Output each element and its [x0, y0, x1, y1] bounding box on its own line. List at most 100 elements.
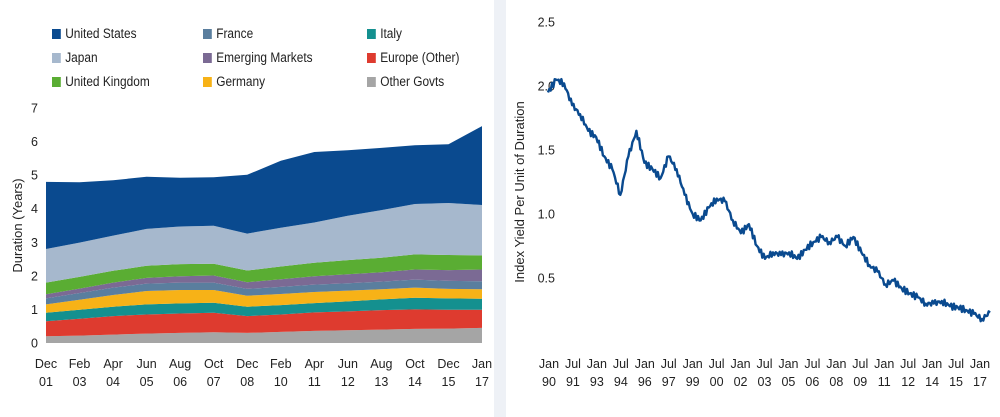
right-x-tick-month: Jan — [874, 357, 894, 371]
right-x-tick-month: Jan — [970, 357, 990, 371]
right-x-tick-year: 99 — [686, 375, 700, 389]
legend-item-japan: Japan — [52, 50, 98, 66]
right-x-tick-year: 03 — [758, 375, 772, 389]
legend-swatch — [52, 77, 61, 87]
left-x-tick-year: 03 — [73, 375, 87, 389]
left-x-tick-year: 08 — [240, 375, 254, 389]
right-x-tick-month: Jan — [683, 357, 703, 371]
left-x-tick-month: Dec — [35, 357, 57, 371]
legend-swatch — [203, 53, 212, 63]
left-x-tick-year: 05 — [140, 375, 154, 389]
left-x-tick-year: 11 — [308, 375, 321, 389]
area-series-germany — [46, 287, 482, 313]
right-x-tick-month: Jul — [565, 357, 581, 371]
right-x-tick-year: 96 — [638, 375, 652, 389]
left-x-tick-year: 01 — [39, 375, 53, 389]
left-y-tick-label: 5 — [31, 169, 38, 183]
legend-swatch — [52, 29, 61, 39]
right-x-tick-year: 93 — [590, 375, 604, 389]
left-x-tick-year: 04 — [106, 375, 120, 389]
legend-item-emerging-markets: Emerging Markets — [203, 50, 313, 66]
area-series-emerging-markets — [46, 269, 482, 299]
right-x-tick-month: Jul — [804, 357, 820, 371]
left-x-tick-month: Oct — [204, 357, 224, 371]
left-x-tick-year: 10 — [274, 375, 288, 389]
left-y-tick-label: 7 — [31, 102, 38, 116]
legend-label: Europe (Other) — [380, 50, 460, 65]
right-y-tick-label: 2.5 — [538, 16, 555, 30]
left-x-tick-year: 12 — [341, 375, 355, 389]
right-x-tick-month: Jan — [587, 357, 607, 371]
legend-label: Japan — [65, 50, 98, 65]
area-series-japan — [46, 203, 482, 283]
legend-item-france: France — [203, 26, 253, 42]
left-x-tick-month: Jun — [137, 357, 157, 371]
legend-label: France — [216, 26, 254, 41]
right-x-tick-month: Jan — [539, 357, 559, 371]
left-x-tick-month: Feb — [270, 357, 292, 371]
right-x-tick-year: 08 — [829, 375, 843, 389]
left-x-tick-month: Dec — [437, 357, 459, 371]
left-x-tick-month: Oct — [405, 357, 425, 371]
left-x-tick-month: Feb — [69, 357, 91, 371]
legend-item-other-govts: Other Govts — [367, 74, 444, 90]
right-x-tick-month: Jan — [826, 357, 846, 371]
right-y-axis-title: Index Yield Per Unit of Duration — [512, 101, 527, 282]
area-series-other-govts — [46, 327, 482, 343]
left-y-tick-label: 0 — [31, 337, 38, 351]
left-x-tick-month: Apr — [103, 357, 122, 371]
right-x-tick-year: 94 — [614, 375, 628, 389]
legend-label: Other Govts — [380, 74, 445, 89]
legend-item-united-states: United States — [52, 26, 137, 42]
legend-swatch — [367, 77, 376, 87]
right-x-tick-month: Jul — [852, 357, 868, 371]
right-x-tick-month: Jan — [730, 357, 750, 371]
right-x-tick-month: Jan — [778, 357, 798, 371]
right-x-tick-month: Jul — [900, 357, 916, 371]
right-x-tick-year: 90 — [542, 375, 556, 389]
left-x-tick-month: Jan — [472, 357, 492, 371]
left-x-tick-year: 13 — [374, 375, 388, 389]
legend-label: Emerging Markets — [216, 50, 313, 65]
left-y-tick-label: 3 — [31, 236, 38, 250]
left-stacked-area-chart: 0 12 3 4 5 6 7 Dec 01 Feb 03 Apr 04 Jun 05 Aug 06 Oct 07 De… — [10, 102, 492, 390]
right-x-tick-year: 09 — [853, 375, 867, 389]
legend-item-europe-other: Europe (Other) — [367, 50, 459, 66]
right-x-tick-year: 11 — [878, 375, 891, 389]
area-series-europe-other — [46, 309, 482, 337]
left-y-tick-label: 4 — [31, 202, 38, 216]
right-x-tick-month: Jul — [709, 357, 725, 371]
legend-swatch — [203, 29, 212, 39]
left-x-tick-year: 17 — [475, 375, 489, 389]
left-x-tick-month: Aug — [370, 357, 392, 371]
area-series-united-states — [46, 126, 482, 249]
left-x-tick-year: 07 — [207, 375, 221, 389]
legend-swatch — [367, 29, 376, 39]
left-x-tick-year: 06 — [173, 375, 187, 389]
left-x-tick-year: 15 — [442, 375, 456, 389]
right-x-tick-year: 05 — [781, 375, 795, 389]
right-x-tick-year: 06 — [805, 375, 819, 389]
right-x-tick-month: Jul — [757, 357, 773, 371]
left-x-tick-month: Aug — [169, 357, 191, 371]
right-x-tick-year: 02 — [734, 375, 748, 389]
area-series-united-kingdom — [46, 254, 482, 295]
right-x-tick-year: 00 — [710, 375, 724, 389]
right-x-tick-year: 12 — [901, 375, 915, 389]
legend-swatch — [52, 53, 61, 63]
left-y-tick-label: 6 — [31, 135, 38, 149]
right-x-tick-month: Jul — [661, 357, 677, 371]
right-y-tick-label: 0.5 — [538, 272, 555, 286]
right-x-tick-month: Jul — [948, 357, 964, 371]
legend-swatch — [367, 53, 376, 63]
left-y-tick-label: 2 — [31, 269, 38, 283]
left-x-tick-month: Apr — [305, 357, 324, 371]
panel-divider — [494, 0, 506, 417]
legend-label: United Kingdom — [65, 74, 150, 89]
right-y-tick-label: 1.0 — [538, 208, 555, 222]
left-x-tick-month: Dec — [236, 357, 258, 371]
legend-item-germany: Germany — [203, 74, 265, 90]
area-series-italy — [46, 297, 482, 322]
right-x-tick-year: 14 — [925, 375, 939, 389]
